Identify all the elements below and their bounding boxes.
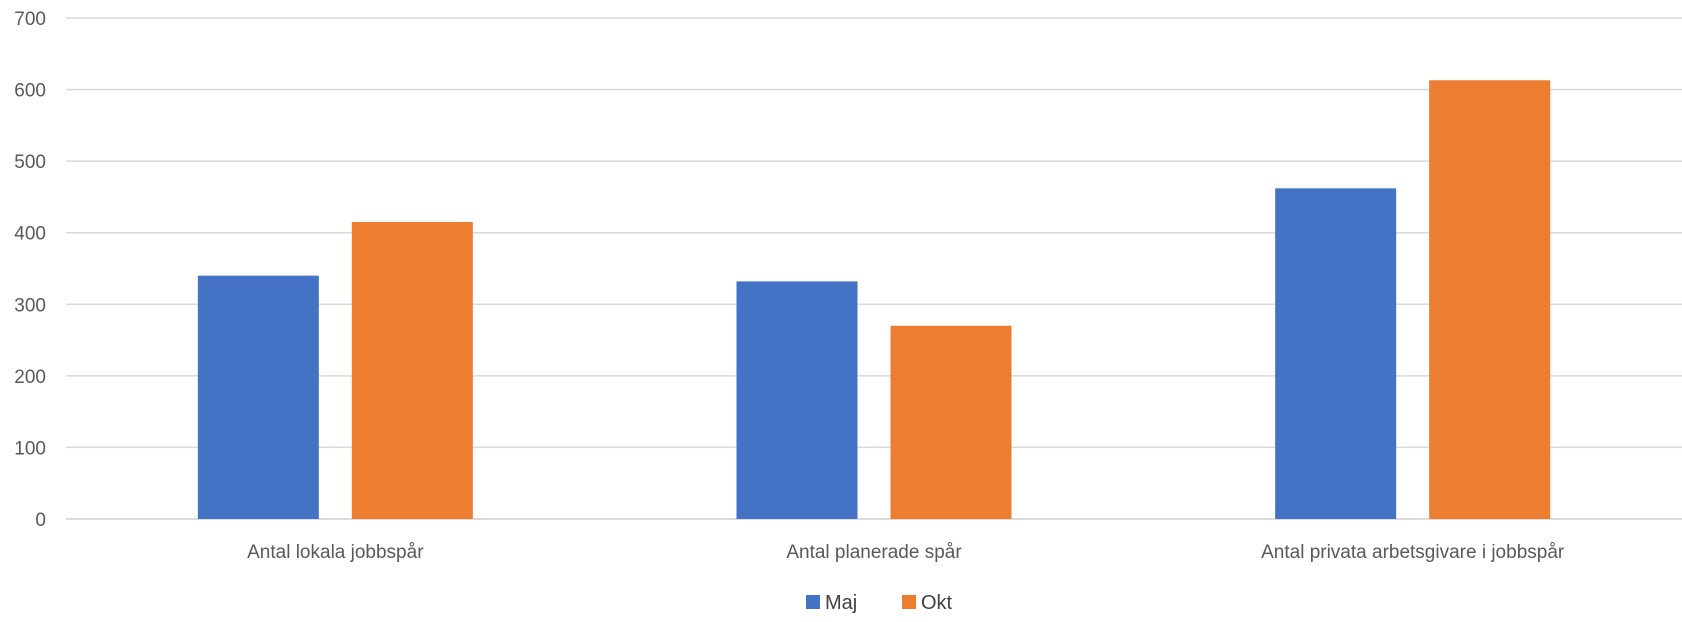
legend-label-okt: Okt <box>921 592 953 614</box>
y-tick-label: 400 <box>14 224 46 245</box>
y-tick-label: 200 <box>14 367 46 388</box>
legend-swatch-okt <box>902 595 916 609</box>
bar-maj-3 <box>1275 188 1397 519</box>
bar-maj-2 <box>736 281 858 519</box>
y-tick-label: 600 <box>14 81 46 102</box>
y-tick-label: 700 <box>14 9 46 30</box>
x-category-label: Antal lokala jobbspår <box>247 542 424 563</box>
bar-okt-3 <box>1429 80 1551 519</box>
x-category-label: Antal privata arbetsgivare i jobbspår <box>1261 542 1565 563</box>
legend: Maj Okt <box>806 592 953 614</box>
y-tick-label: 0 <box>35 510 46 531</box>
y-tick-label: 500 <box>14 152 46 173</box>
legend-label-maj: Maj <box>825 592 857 614</box>
x-category-label: Antal planerade spår <box>786 542 962 563</box>
gridlines <box>66 17 1682 520</box>
bar-maj-1 <box>197 275 319 519</box>
y-tick-label: 300 <box>14 295 46 316</box>
bars <box>197 80 1551 519</box>
legend-swatch-maj <box>806 595 820 609</box>
y-tick-label: 100 <box>14 438 46 459</box>
bar-okt-1 <box>351 221 473 519</box>
x-axis: Antal lokala jobbspår Antal planerade spå… <box>247 542 1565 563</box>
y-axis: 0 100 200 300 400 500 600 700 <box>14 9 46 531</box>
bar-okt-2 <box>890 325 1012 519</box>
